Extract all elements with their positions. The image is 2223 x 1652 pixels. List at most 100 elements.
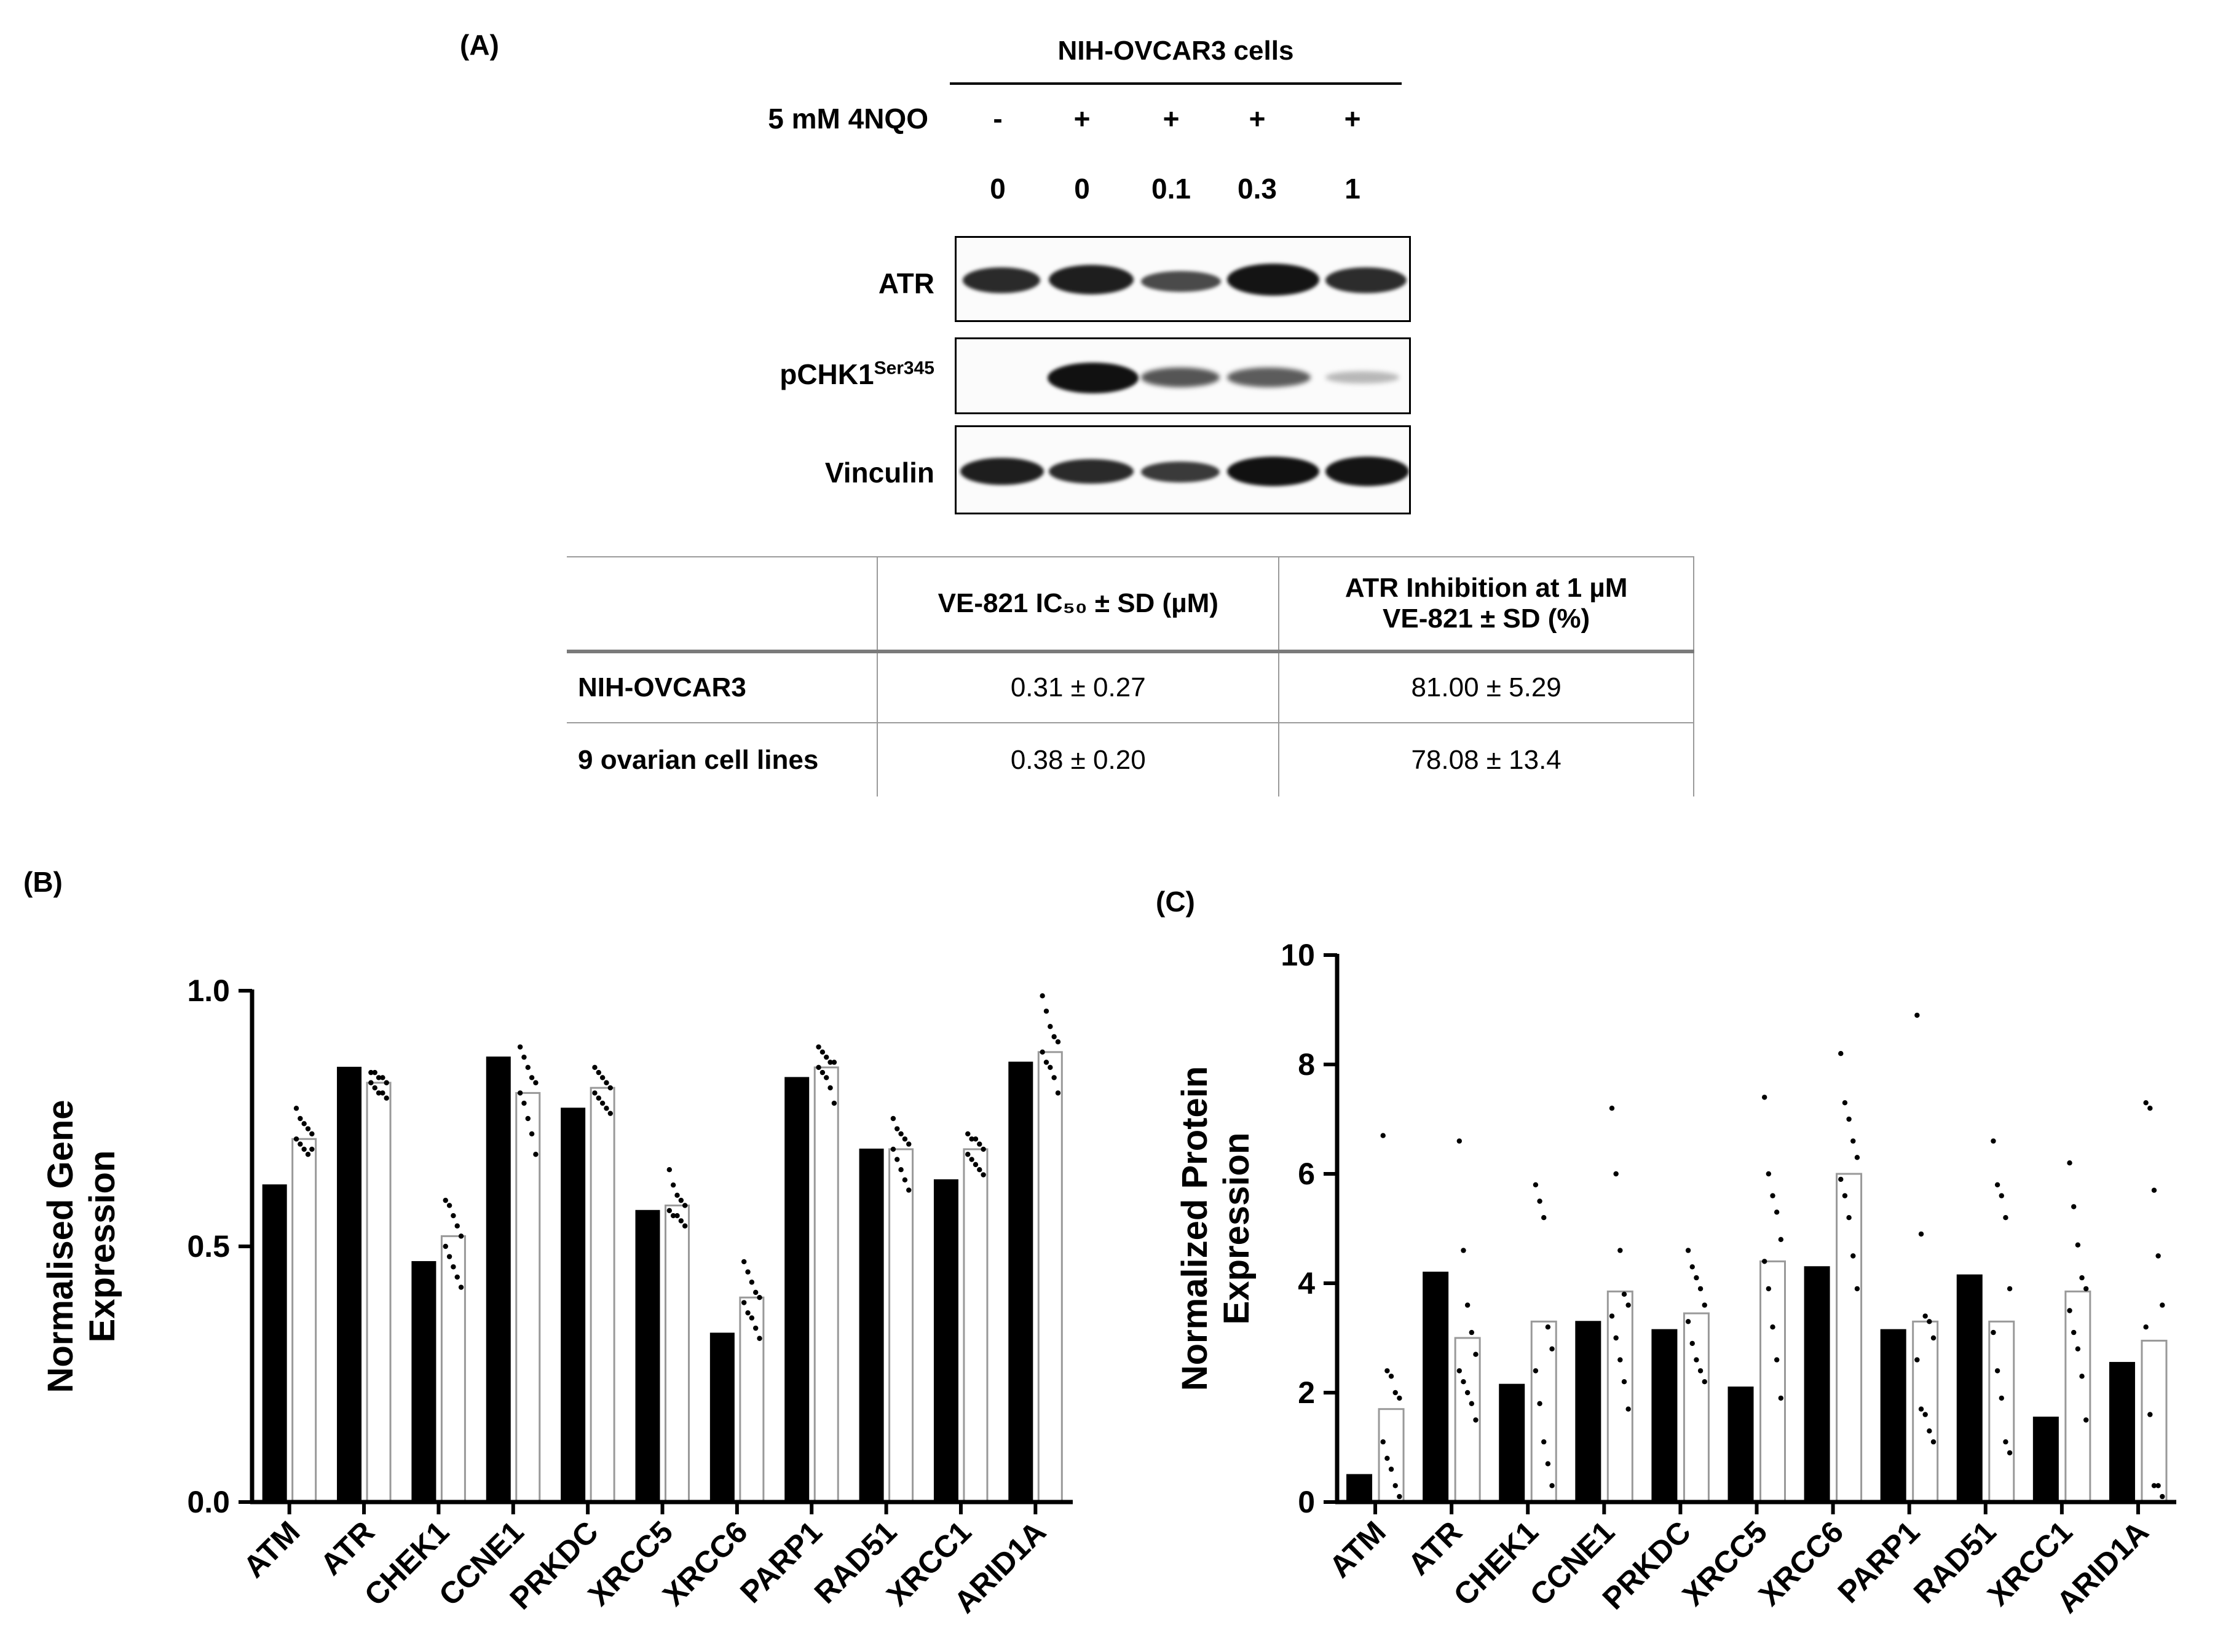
- data-point: [376, 1090, 382, 1096]
- data-point: [1994, 1182, 2000, 1187]
- data-point: [674, 1213, 680, 1219]
- bar-parp1-ovarian-lines: [1912, 1320, 1939, 1503]
- data-point: [384, 1095, 389, 1101]
- data-point: [380, 1075, 385, 1080]
- data-point: [824, 1075, 829, 1080]
- data-point: [1838, 1176, 1844, 1182]
- data-point: [902, 1136, 908, 1142]
- vinc-band-2: [1049, 459, 1134, 484]
- row-inhibition: 78.08 ± 13.4: [1278, 722, 1694, 796]
- data-point: [517, 1090, 523, 1096]
- dose-label-1: 0: [990, 173, 1006, 205]
- data-point: [1384, 1455, 1390, 1461]
- y-tick-label: 2: [1298, 1375, 1315, 1410]
- bar-atr-nih-ovcar3: [1423, 1272, 1449, 1503]
- bar-chek1-ovarian-lines: [440, 1235, 466, 1503]
- data-point: [454, 1274, 460, 1280]
- data-point: [666, 1167, 673, 1173]
- data-point: [981, 1172, 986, 1178]
- bar-xrcc1-ovarian-lines: [2064, 1290, 2091, 1503]
- blot-label-pchk1: pCHK1Ser345: [652, 358, 934, 391]
- data-point: [1473, 1417, 1479, 1423]
- pchk1-band-3: [1141, 368, 1220, 387]
- y-tick-label: 10: [1281, 938, 1315, 972]
- data-point: [1842, 1193, 1848, 1198]
- bar-xrcc5-ovarian-lines: [665, 1204, 690, 1503]
- data-point: [1914, 1012, 1920, 1018]
- data-point: [1846, 1116, 1852, 1122]
- row-ic50: 0.31 ± 0.27: [877, 651, 1280, 723]
- data-point: [2071, 1329, 2077, 1335]
- atr-band-2: [1049, 265, 1134, 294]
- data-point: [1854, 1155, 1860, 1160]
- data-point: [1048, 1064, 1053, 1070]
- data-point: [1545, 1324, 1551, 1330]
- data-point: [2067, 1160, 2072, 1166]
- bar-xrcc1-nih-ovcar3: [2032, 1417, 2059, 1503]
- x-tick-label: PARP1: [733, 1514, 829, 1610]
- data-point: [1625, 1302, 1631, 1308]
- treatment-sign-2: +: [1073, 103, 1091, 135]
- dose-label-3: 0.1: [1151, 173, 1191, 205]
- table-row: NIH-OVCAR3 0.31 ± 0.27 81.00 ± 5.29: [567, 651, 1694, 723]
- data-point: [1621, 1291, 1627, 1297]
- data-point: [596, 1069, 602, 1076]
- data-point: [2007, 1286, 2013, 1292]
- data-point: [443, 1243, 448, 1249]
- data-point: [902, 1177, 908, 1183]
- data-point: [1927, 1319, 1932, 1324]
- data-point: [890, 1146, 896, 1152]
- row-ic50: 0.38 ± 0.20: [877, 722, 1280, 796]
- data-point: [1048, 1024, 1053, 1029]
- data-point: [596, 1095, 602, 1101]
- data-point: [305, 1152, 311, 1157]
- data-point: [752, 1325, 759, 1331]
- data-point: [1702, 1302, 1707, 1308]
- bar-arid1a-nih-ovcar3: [2109, 1362, 2135, 1503]
- data-point: [529, 1075, 535, 1080]
- data-point: [2007, 1450, 2013, 1456]
- data-point: [1609, 1313, 1615, 1319]
- data-point: [977, 1167, 982, 1173]
- bar-chek1-ovarian-lines: [1530, 1320, 1557, 1503]
- bar-parp1-nih-ovcar3: [784, 1077, 810, 1503]
- bar-arid1a-ovarian-lines: [2141, 1339, 2168, 1503]
- panel-b-label: (B): [23, 866, 63, 898]
- data-point: [1537, 1401, 1542, 1406]
- data-point: [1545, 1461, 1551, 1466]
- data-point: [1397, 1493, 1402, 1500]
- data-point: [1914, 1357, 1920, 1363]
- data-point: [592, 1064, 598, 1070]
- data-point: [1617, 1357, 1623, 1363]
- data-point: [1778, 1237, 1784, 1242]
- data-point: [1685, 1319, 1691, 1324]
- data-point: [525, 1115, 531, 1122]
- data-point: [1922, 1313, 1928, 1319]
- y-label-line-1: Normalized Protein: [1175, 1066, 1215, 1391]
- bar-xrcc1-ovarian-lines: [963, 1148, 989, 1503]
- data-point: [831, 1100, 837, 1106]
- data-point: [1461, 1248, 1466, 1253]
- data-point: [757, 1335, 762, 1341]
- bar-prkdc-nih-ovcar3: [561, 1107, 586, 1503]
- data-point: [1392, 1483, 1398, 1489]
- data-point: [1850, 1253, 1856, 1259]
- data-point: [1991, 1329, 1996, 1335]
- data-point: [2147, 1412, 2153, 1417]
- data-point: [305, 1126, 311, 1131]
- data-point: [1533, 1368, 1539, 1374]
- data-point: [2143, 1324, 2149, 1330]
- data-point: [894, 1126, 900, 1131]
- data-point: [293, 1136, 299, 1142]
- data-point: [749, 1315, 755, 1321]
- table-header-empty: [567, 556, 879, 653]
- data-point: [599, 1075, 606, 1080]
- data-point: [1388, 1466, 1394, 1472]
- data-point: [1537, 1198, 1542, 1204]
- row-label: 9 ovarian cell lines: [567, 722, 879, 796]
- data-point: [1040, 1049, 1045, 1055]
- atr-band-4: [1227, 264, 1319, 296]
- data-point: [2071, 1204, 2077, 1210]
- data-point: [2155, 1253, 2161, 1259]
- data-point: [372, 1085, 377, 1091]
